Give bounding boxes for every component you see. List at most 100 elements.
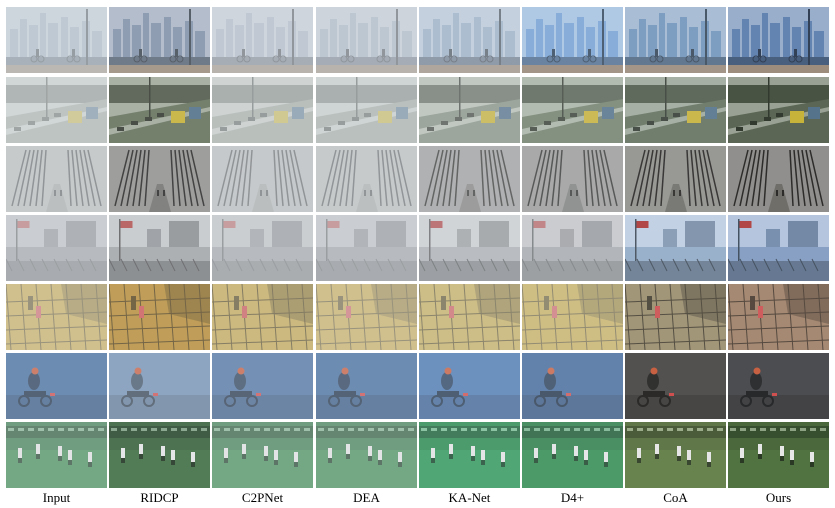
- scene-drawing: [625, 215, 726, 281]
- image-tree-lined-path-ridcp: [109, 146, 210, 212]
- column-label-ours: Ours: [765, 490, 792, 505]
- scene-drawing: [625, 284, 726, 350]
- scene-drawing: [625, 422, 726, 488]
- image-harbor-flag-buildings-c2pnet: [212, 215, 313, 281]
- image-city-skyline-cyclists-ridcp: [109, 7, 210, 73]
- scene-drawing: [522, 284, 623, 350]
- image-highway-bus-c2pnet: [212, 77, 313, 143]
- image-city-skyline-cyclists-coa: [625, 7, 726, 73]
- haze-overlay: [212, 284, 313, 350]
- haze-overlay: [6, 353, 107, 419]
- image-harbor-flag-buildings-dea: [316, 215, 417, 281]
- image-motorcycle-rider-input: [6, 353, 107, 419]
- haze-overlay: [6, 215, 107, 281]
- scene-drawing: [625, 353, 726, 419]
- image-highway-bus-ridcp: [109, 77, 210, 143]
- haze-overlay: [522, 284, 623, 350]
- scene-drawing: [728, 146, 829, 212]
- image-football-field-ka-net: [419, 422, 520, 488]
- image-scaffold-workers-input: [6, 284, 107, 350]
- haze-overlay: [625, 146, 726, 212]
- column-label-dea: DEA: [353, 490, 380, 505]
- scene-drawing: [6, 353, 107, 419]
- scene-drawing: [419, 146, 520, 212]
- haze-overlay: [419, 353, 520, 419]
- image-tree-lined-path-coa: [625, 146, 726, 212]
- scene-drawing: [109, 422, 210, 488]
- scene-drawing: [109, 7, 210, 73]
- scene-drawing: [109, 146, 210, 212]
- haze-overlay: [212, 353, 313, 419]
- haze-overlay: [316, 77, 417, 143]
- image-scaffold-workers-dea: [316, 284, 417, 350]
- haze-overlay: [212, 146, 313, 212]
- haze-overlay: [109, 353, 210, 419]
- scene-drawing: [419, 215, 520, 281]
- image-tree-lined-path-c2pnet: [212, 146, 313, 212]
- haze-overlay: [109, 146, 210, 212]
- column-label-ka-net: KA-Net: [448, 490, 491, 505]
- haze-overlay: [316, 7, 417, 73]
- scene-drawing: [728, 77, 829, 143]
- image-harbor-flag-buildings-coa: [625, 215, 726, 281]
- image-scaffold-workers-ours: [728, 284, 829, 350]
- haze-overlay: [109, 284, 210, 350]
- haze-overlay: [6, 7, 107, 73]
- image-football-field-ours: [728, 422, 829, 488]
- image-tree-lined-path-d4-: [522, 146, 623, 212]
- scene-drawing: [728, 284, 829, 350]
- image-football-field-d4-: [522, 422, 623, 488]
- haze-overlay: [212, 215, 313, 281]
- haze-overlay: [625, 215, 726, 281]
- haze-overlay: [728, 146, 829, 212]
- scene-drawing: [625, 7, 726, 73]
- image-city-skyline-cyclists-d4-: [522, 7, 623, 73]
- haze-overlay: [728, 284, 829, 350]
- image-highway-bus-d4-: [522, 77, 623, 143]
- haze-overlay: [212, 77, 313, 143]
- scene-drawing: [522, 77, 623, 143]
- haze-overlay: [6, 77, 107, 143]
- image-scaffold-workers-d4-: [522, 284, 623, 350]
- haze-overlay: [316, 422, 417, 488]
- image-city-skyline-cyclists-dea: [316, 7, 417, 73]
- haze-overlay: [419, 284, 520, 350]
- haze-overlay: [212, 422, 313, 488]
- image-football-field-c2pnet: [212, 422, 313, 488]
- image-motorcycle-rider-c2pnet: [212, 353, 313, 419]
- haze-overlay: [522, 215, 623, 281]
- column-label-ridcp: RIDCP: [140, 490, 179, 505]
- haze-overlay: [728, 7, 829, 73]
- haze-overlay: [522, 353, 623, 419]
- image-motorcycle-rider-ridcp: [109, 353, 210, 419]
- haze-overlay: [522, 146, 623, 212]
- image-harbor-flag-buildings-input: [6, 215, 107, 281]
- image-city-skyline-cyclists-input: [6, 7, 107, 73]
- scene-drawing: [212, 284, 313, 350]
- scene-drawing: [109, 77, 210, 143]
- haze-overlay: [109, 422, 210, 488]
- image-football-field-coa: [625, 422, 726, 488]
- haze-overlay: [625, 284, 726, 350]
- haze-overlay: [419, 422, 520, 488]
- scene-drawing: [109, 353, 210, 419]
- scene-drawing: [625, 146, 726, 212]
- haze-overlay: [625, 77, 726, 143]
- scene-drawing: [419, 77, 520, 143]
- haze-overlay: [212, 7, 313, 73]
- haze-overlay: [316, 215, 417, 281]
- haze-overlay: [6, 422, 107, 488]
- image-tree-lined-path-input: [6, 146, 107, 212]
- haze-overlay: [728, 422, 829, 488]
- image-scaffold-workers-coa: [625, 284, 726, 350]
- image-harbor-flag-buildings-ridcp: [109, 215, 210, 281]
- image-motorcycle-rider-ka-net: [419, 353, 520, 419]
- image-highway-bus-coa: [625, 77, 726, 143]
- haze-overlay: [109, 7, 210, 73]
- haze-overlay: [728, 215, 829, 281]
- scene-drawing: [419, 353, 520, 419]
- haze-overlay: [419, 215, 520, 281]
- image-motorcycle-rider-coa: [625, 353, 726, 419]
- image-highway-bus-ka-net: [419, 77, 520, 143]
